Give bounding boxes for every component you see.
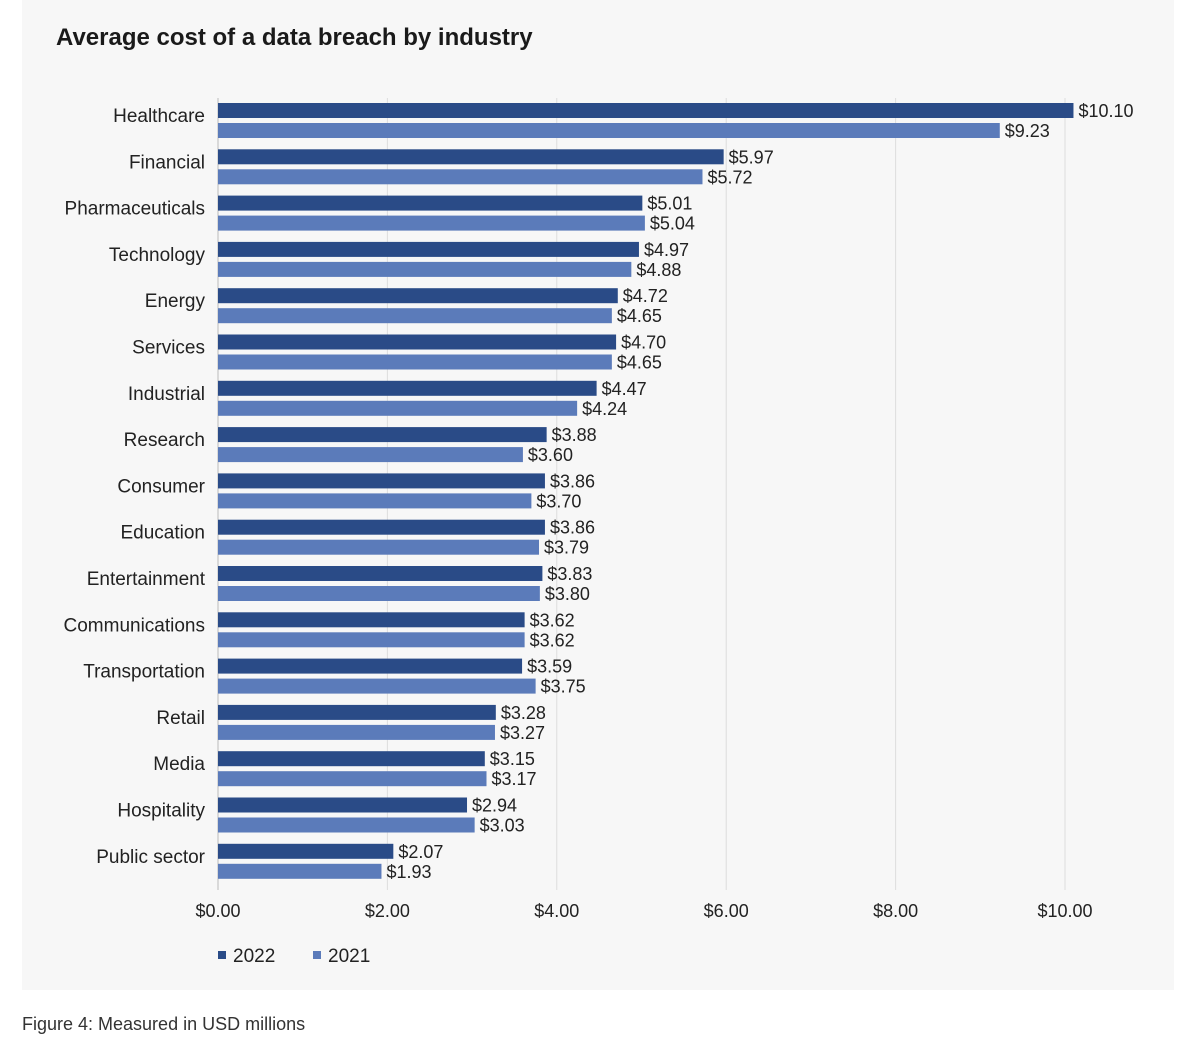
data-label-2021: $3.60 [528,445,573,465]
bar-2021 [218,632,525,648]
data-label-2022: $2.94 [472,796,517,816]
figure-caption: Figure 4: Measured in USD millions [22,1014,306,1034]
bar-2022 [218,149,724,165]
legend-label-2022: 2022 [233,946,275,967]
data-label-2021: $3.79 [544,538,589,558]
bar-2022 [218,751,485,767]
x-tick-label: $0.00 [195,901,240,921]
bar-2021 [218,308,612,324]
bar-2021 [218,863,382,879]
bar-2022 [218,566,543,581]
bar-2021 [218,261,632,277]
data-label-2021: $3.27 [500,723,545,743]
bar-2021 [218,447,523,463]
data-label-2022: $3.86 [550,471,595,491]
bar-2021 [218,400,578,416]
category-label: Education [120,523,205,544]
bar-2021 [218,215,645,231]
x-tick-label: $8.00 [873,901,918,921]
bar-2022 [218,658,523,674]
bar-2022 [218,612,525,628]
bar-2021 [218,678,536,694]
chart-title: Average cost of a data breach by industr… [56,24,533,51]
data-label-2022: $3.28 [501,703,546,723]
data-label-2022: $3.88 [552,425,597,445]
data-label-2022: $5.01 [647,194,692,214]
x-tick-label: $2.00 [365,901,410,921]
category-label: Consumer [117,476,205,497]
bar-2021 [218,771,487,787]
bar-2021 [218,539,540,555]
category-label: Entertainment [87,569,206,590]
chart-panel [22,0,1174,990]
category-label: Industrial [128,384,205,405]
data-label-2021: $4.65 [617,353,662,373]
bar-2021 [218,354,612,370]
bar-2021 [218,724,495,740]
data-label-2021: $4.24 [582,399,627,419]
data-label-2021: $4.65 [617,306,662,326]
data-label-2022: $3.86 [550,518,595,538]
category-label: Retail [156,708,205,729]
bar-2022 [218,195,643,211]
bar-2022 [218,288,618,304]
data-label-2022: $3.83 [547,564,592,584]
bar-2022 [218,427,547,443]
legend-swatch-2021 [313,951,321,959]
data-label-2021: $1.93 [386,862,431,882]
bar-2022 [218,797,468,813]
category-label: Hospitality [117,801,205,822]
data-label-2021: $5.04 [650,214,695,234]
category-label: Public sector [96,847,205,868]
bar-2022 [218,843,394,859]
data-label-2022: $2.07 [398,842,443,862]
data-label-2022: $10.10 [1078,101,1133,121]
bar-2022 [218,380,597,396]
data-label-2021: $3.70 [536,491,581,511]
bar-2021 [218,817,475,833]
data-label-2021: $4.88 [636,260,681,280]
data-label-2022: $4.97 [644,240,689,260]
data-label-2022: $4.72 [623,286,668,306]
data-label-2022: $3.62 [530,610,575,630]
bar-chart: $0.00 $2.00 $4.00 $6.00 $8.00 $10.00 Healthcar… [64,98,1134,967]
data-label-2022: $4.47 [602,379,647,399]
data-label-2022: $5.97 [729,147,774,167]
legend-swatch-2022 [218,951,226,959]
data-label-2021: $3.62 [530,630,575,650]
x-tick-label: $10.00 [1037,901,1092,921]
x-tick-label: $6.00 [704,901,749,921]
data-label-2022: $4.70 [621,333,666,353]
bar-2021 [218,493,532,509]
bar-2021 [218,586,540,601]
category-label: Technology [109,245,206,266]
data-label-2021: $3.17 [491,769,536,789]
data-label-2022: $3.15 [490,749,535,769]
bar-2022 [218,473,545,489]
data-label-2022: $3.59 [527,657,572,677]
data-label-2021: $9.23 [1005,121,1050,141]
data-label-2021: $3.03 [480,816,525,836]
bar-2022 [218,704,496,720]
bar-2022 [218,241,639,257]
category-label: Pharmaceuticals [65,199,205,220]
category-label: Research [124,430,205,451]
bar-2022 [218,519,545,535]
category-label: Communications [64,615,206,636]
category-label: Energy [145,291,206,312]
category-label: Transportation [83,662,205,683]
data-label-2021: $3.75 [541,677,586,697]
category-label: Media [153,754,205,775]
bar-2022 [218,103,1074,118]
data-label-2021: $3.80 [545,584,590,604]
x-tick-label: $4.00 [534,901,579,921]
category-label: Healthcare [113,106,205,127]
bar-2022 [218,334,617,350]
category-label: Financial [129,152,205,173]
category-label: Services [132,338,205,359]
bar-2021 [218,123,1000,138]
bar-2021 [218,169,703,185]
data-label-2021: $5.72 [707,167,752,187]
legend-label-2021: 2021 [328,946,370,967]
